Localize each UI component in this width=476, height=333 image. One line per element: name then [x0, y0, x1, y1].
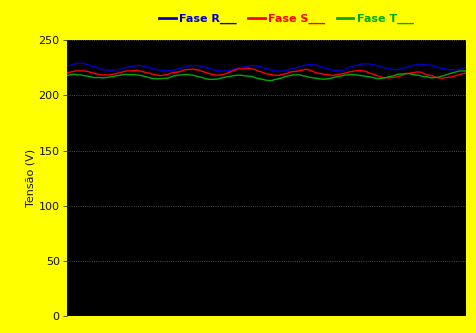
Y-axis label: Tensão (V): Tensão (V)	[26, 149, 36, 207]
Legend: Fase R___, Fase S___, Fase T___: Fase R___, Fase S___, Fase T___	[155, 10, 418, 29]
